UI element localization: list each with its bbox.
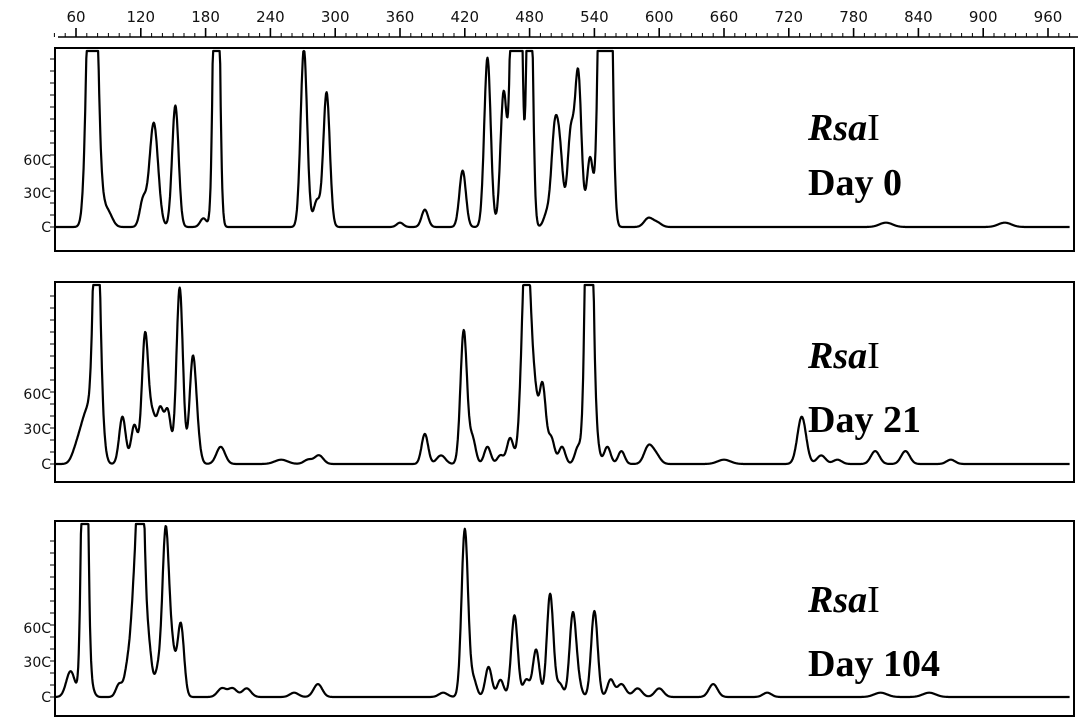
x-tick-label: 420: [450, 8, 479, 26]
panel-1: C 30C 60C RsaI Day 0: [23, 47, 1075, 252]
x-tick-label: 720: [774, 8, 803, 26]
panel-frame: [54, 281, 1075, 483]
x-tick-label: 600: [645, 8, 674, 26]
x-tick-label: 180: [191, 8, 220, 26]
panel-3: C 30C 60C RsaI Day 104: [23, 520, 1075, 717]
y-tick-label: 30C: [23, 422, 51, 438]
y-tick-label: C: [41, 220, 51, 236]
enzyme-label: RsaI: [807, 107, 880, 149]
x-tick-label: 780: [839, 8, 868, 26]
x-tick-label: 840: [904, 8, 933, 26]
day-label: Day 0: [808, 162, 902, 204]
panel-frame: [54, 520, 1075, 717]
x-tick-label: 540: [580, 8, 609, 26]
x-tick-label: 480: [515, 8, 544, 26]
enzyme-italic: Rsa: [807, 107, 867, 149]
x-tick-label: 660: [710, 8, 739, 26]
series-trace: [55, 49, 1071, 229]
day-label: Day 104: [808, 643, 940, 685]
enzyme-italic: Rsa: [807, 335, 867, 377]
panel-frame: [54, 47, 1075, 252]
series-trace: [55, 522, 1071, 699]
enzyme-suffix: I: [867, 579, 880, 621]
y-tick-label: 60C: [23, 153, 51, 169]
x-tick-label: 300: [321, 8, 350, 26]
x-tick-label: 120: [126, 8, 155, 26]
x-tick-label: 360: [386, 8, 415, 26]
day-label: Day 21: [808, 399, 921, 441]
y-tick-label: 30C: [23, 655, 51, 671]
y-tick-label: 60C: [23, 387, 51, 403]
y-tick-label: C: [41, 690, 51, 706]
series-trace: [55, 283, 1071, 466]
x-tick-label: 960: [1034, 8, 1063, 26]
x-tick-label: 900: [969, 8, 998, 26]
enzyme-suffix: I: [867, 335, 880, 377]
enzyme-suffix: I: [867, 107, 880, 149]
y-tick-label: C: [41, 457, 51, 473]
panel-2: C 30C 60C RsaI Day 21: [23, 281, 1075, 483]
x-tick-label: 240: [256, 8, 285, 26]
enzyme-label: RsaI: [807, 335, 880, 377]
y-tick-label: 30C: [23, 186, 51, 202]
enzyme-label: RsaI: [807, 579, 880, 621]
enzyme-italic: Rsa: [807, 579, 867, 621]
top-x-axis: 60 120 180 240 300 360 420 480 540 600 660 720 780 84…: [53, 8, 1078, 38]
y-tick-label: 60C: [23, 621, 51, 637]
x-tick-label: 60: [66, 8, 85, 26]
